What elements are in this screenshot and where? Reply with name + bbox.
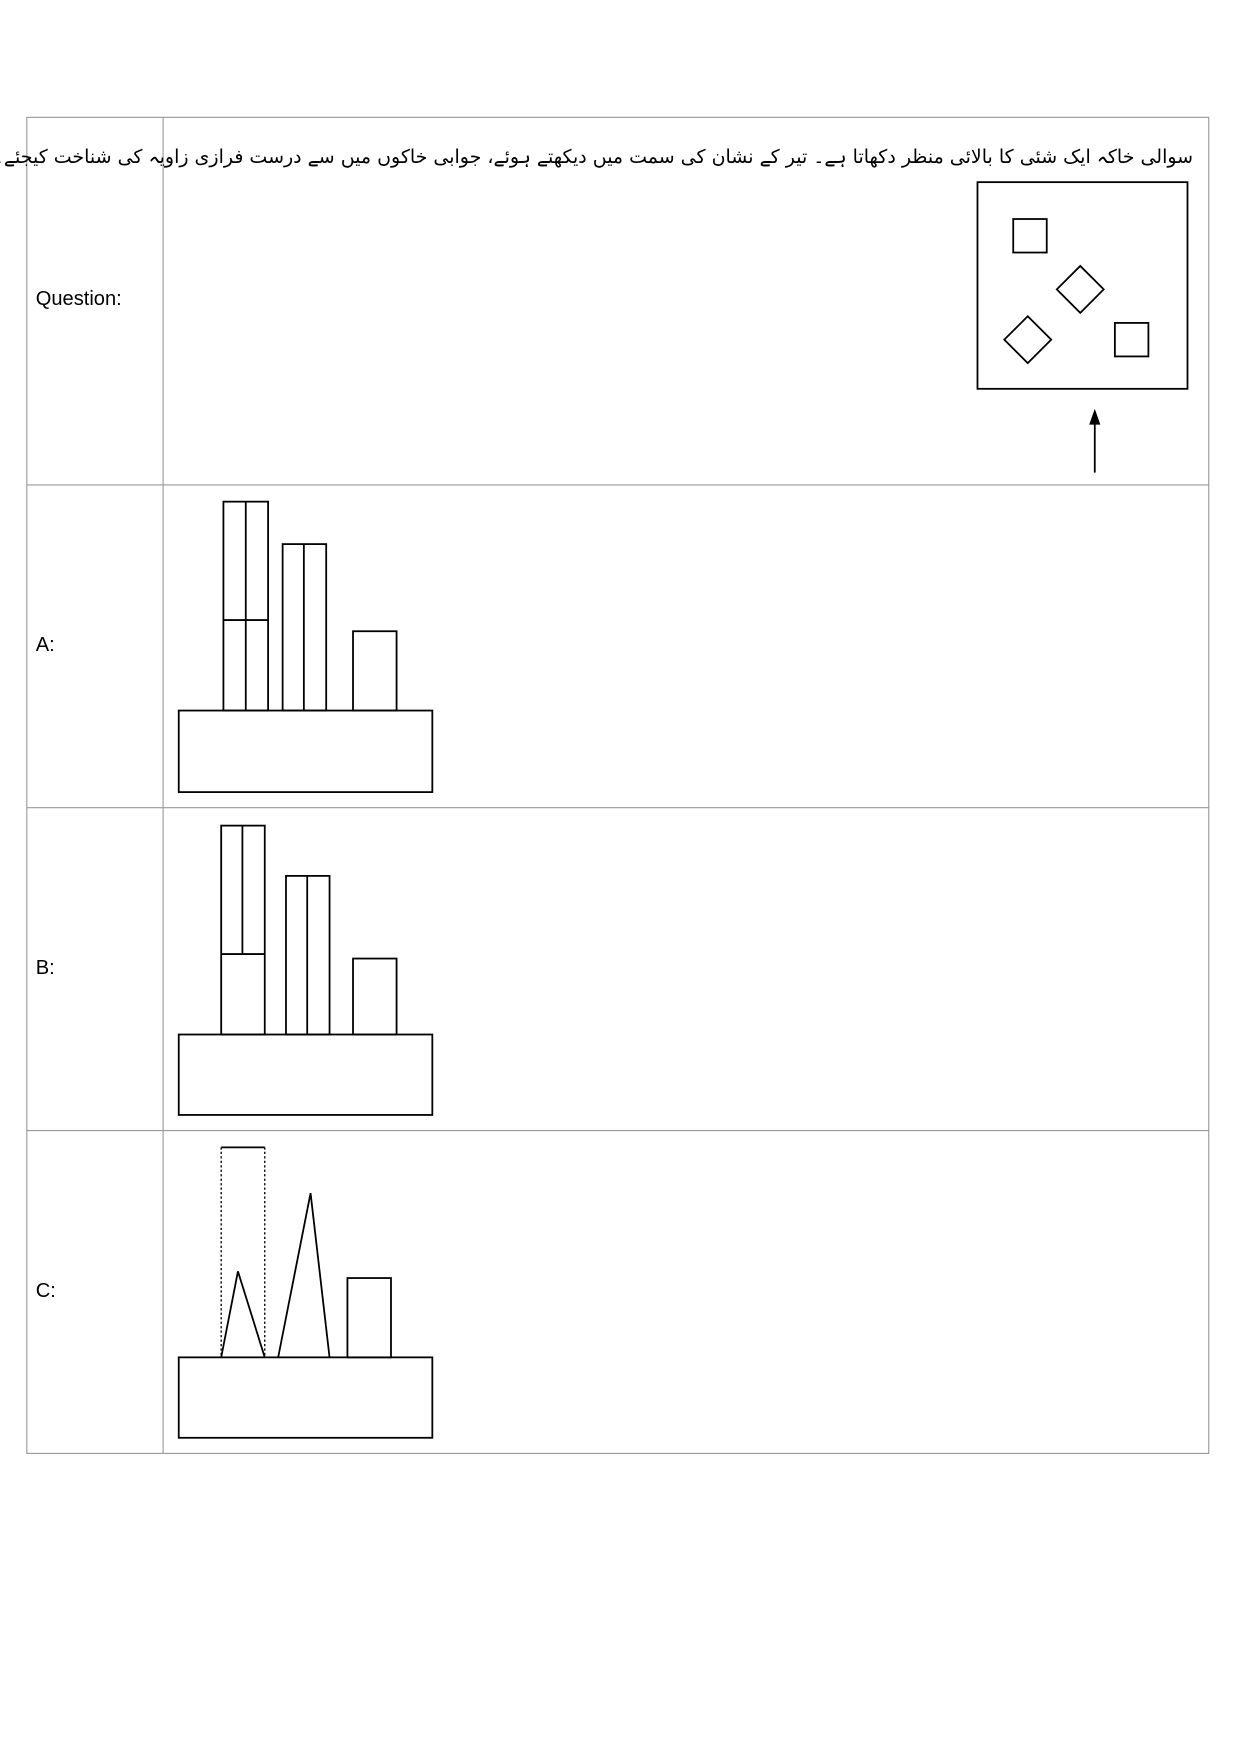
question-label: Question:: [36, 288, 122, 310]
question-text: سوالی خاکہ ایک شئی کا بالائی منظر دکھاتا…: [0, 146, 1193, 168]
table-grid: [26, 116, 1210, 1454]
option-c-label: C:: [36, 1280, 56, 1302]
option-a-label: A:: [36, 634, 55, 656]
option-a-diagram: [177, 500, 434, 793]
top-view-diagram: [976, 181, 1189, 473]
option-b-diagram: [177, 824, 434, 1116]
option-c-diagram: [177, 1146, 434, 1439]
option-b-label: B:: [36, 957, 55, 979]
